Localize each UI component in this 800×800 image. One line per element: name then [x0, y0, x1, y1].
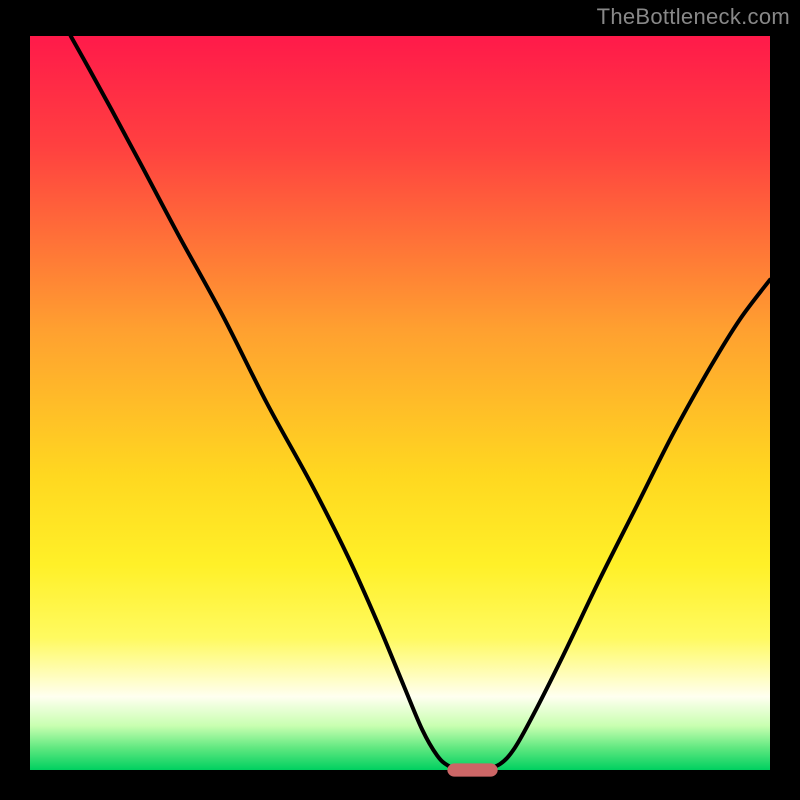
optimal-marker	[447, 763, 497, 776]
watermark-text: TheBottleneck.com	[597, 4, 790, 30]
bottleneck-curve-chart	[0, 0, 800, 800]
chart-container: TheBottleneck.com	[0, 0, 800, 800]
gradient-background	[30, 36, 770, 770]
